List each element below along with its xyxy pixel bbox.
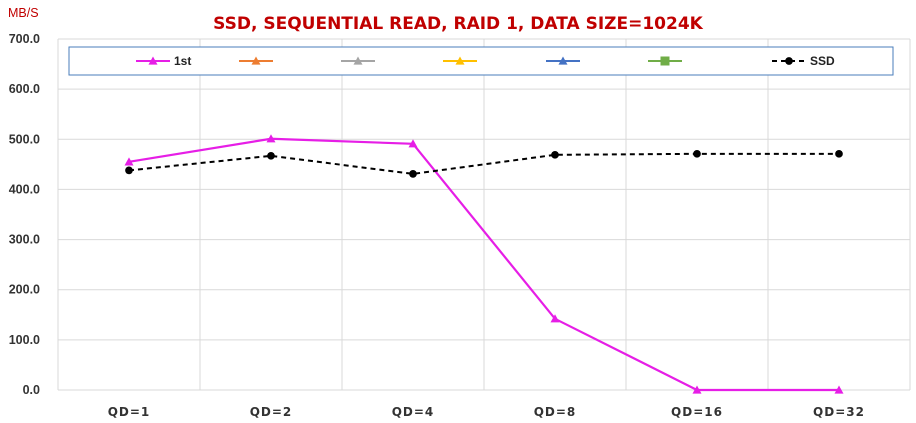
series-ssd	[125, 150, 843, 178]
series-line	[128, 152, 839, 175]
data-point	[266, 134, 276, 143]
series-1st	[124, 134, 844, 394]
x-axis-ticks: QD=1 QD=2 QD=4 QD=8 QD=16 QD=32	[108, 405, 865, 419]
y-axis-ticks: 0.0 100.0 200.0 300.0 400.0 500.0 600.0 700.0	[9, 32, 40, 397]
legend-item: 1st	[136, 54, 191, 68]
data-point	[834, 385, 844, 394]
y-tick-label: 500.0	[9, 132, 40, 146]
legend-marker	[558, 56, 568, 65]
y-tick-label: 700.0	[9, 32, 40, 46]
legend-item	[341, 56, 375, 65]
legend: 1st SSD	[68, 46, 894, 76]
y-tick-label: 100.0	[9, 333, 40, 347]
data-point	[692, 385, 702, 394]
y-tick-label: 200.0	[9, 283, 40, 297]
legend-item: SSD	[772, 54, 835, 68]
data-point	[409, 170, 417, 178]
legend-marker	[785, 57, 793, 65]
y-axis-unit-label: MB/S	[8, 6, 39, 20]
data-point	[267, 152, 275, 160]
legend-marker	[148, 56, 158, 65]
series-line	[128, 137, 839, 392]
data-point	[835, 150, 843, 158]
legend-marker	[353, 56, 363, 65]
legend-label: 1st	[174, 54, 191, 68]
legend-box	[68, 46, 894, 76]
data-point	[550, 314, 560, 323]
legend-label: SSD	[810, 54, 835, 68]
x-tick-label: QD=2	[250, 405, 293, 419]
y-tick-label: 300.0	[9, 233, 40, 247]
legend-item	[546, 56, 580, 65]
data-point	[125, 166, 133, 175]
legend-item	[443, 56, 477, 65]
chart-title: SSD, SEQUENTIAL READ, RAID 1, DATA SIZE=…	[213, 14, 704, 34]
data-point	[408, 139, 418, 148]
grid	[57, 38, 911, 391]
legend-marker	[251, 56, 261, 65]
series-group	[124, 134, 844, 394]
x-tick-label: QD=4	[392, 405, 435, 419]
y-tick-label: 0.0	[23, 383, 40, 397]
legend-marker	[660, 56, 670, 66]
legend-marker	[455, 56, 465, 65]
y-tick-label: 400.0	[9, 182, 40, 196]
data-point	[551, 151, 559, 159]
legend-item	[648, 56, 682, 66]
y-tick-label: 600.0	[9, 82, 40, 96]
x-tick-label: QD=16	[671, 405, 723, 419]
x-tick-label: QD=1	[108, 405, 151, 419]
x-tick-label: QD=8	[534, 405, 577, 419]
data-point	[693, 150, 701, 158]
data-point	[124, 157, 134, 166]
x-tick-label: QD=32	[813, 405, 865, 419]
legend-item	[239, 56, 273, 65]
